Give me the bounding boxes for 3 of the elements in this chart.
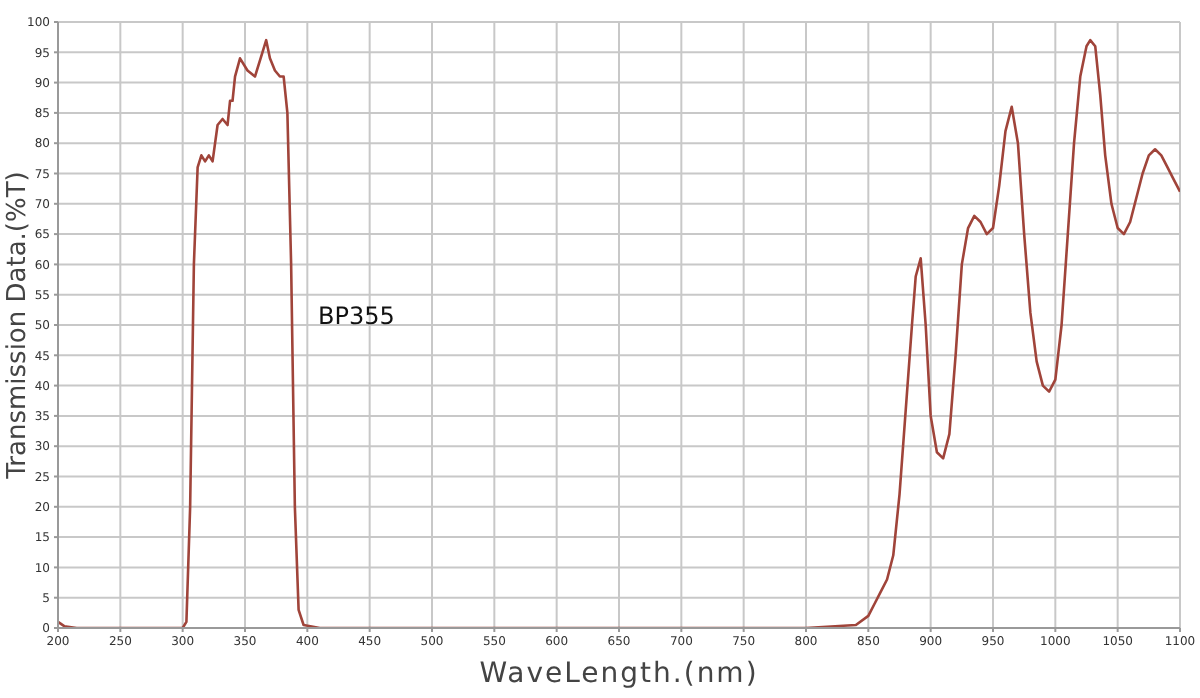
x-axis-title: WaveLength.(nm)	[479, 658, 759, 690]
annotation: BP355	[318, 302, 395, 330]
y-axis-title: Transmission Data.(%T)	[3, 171, 33, 481]
